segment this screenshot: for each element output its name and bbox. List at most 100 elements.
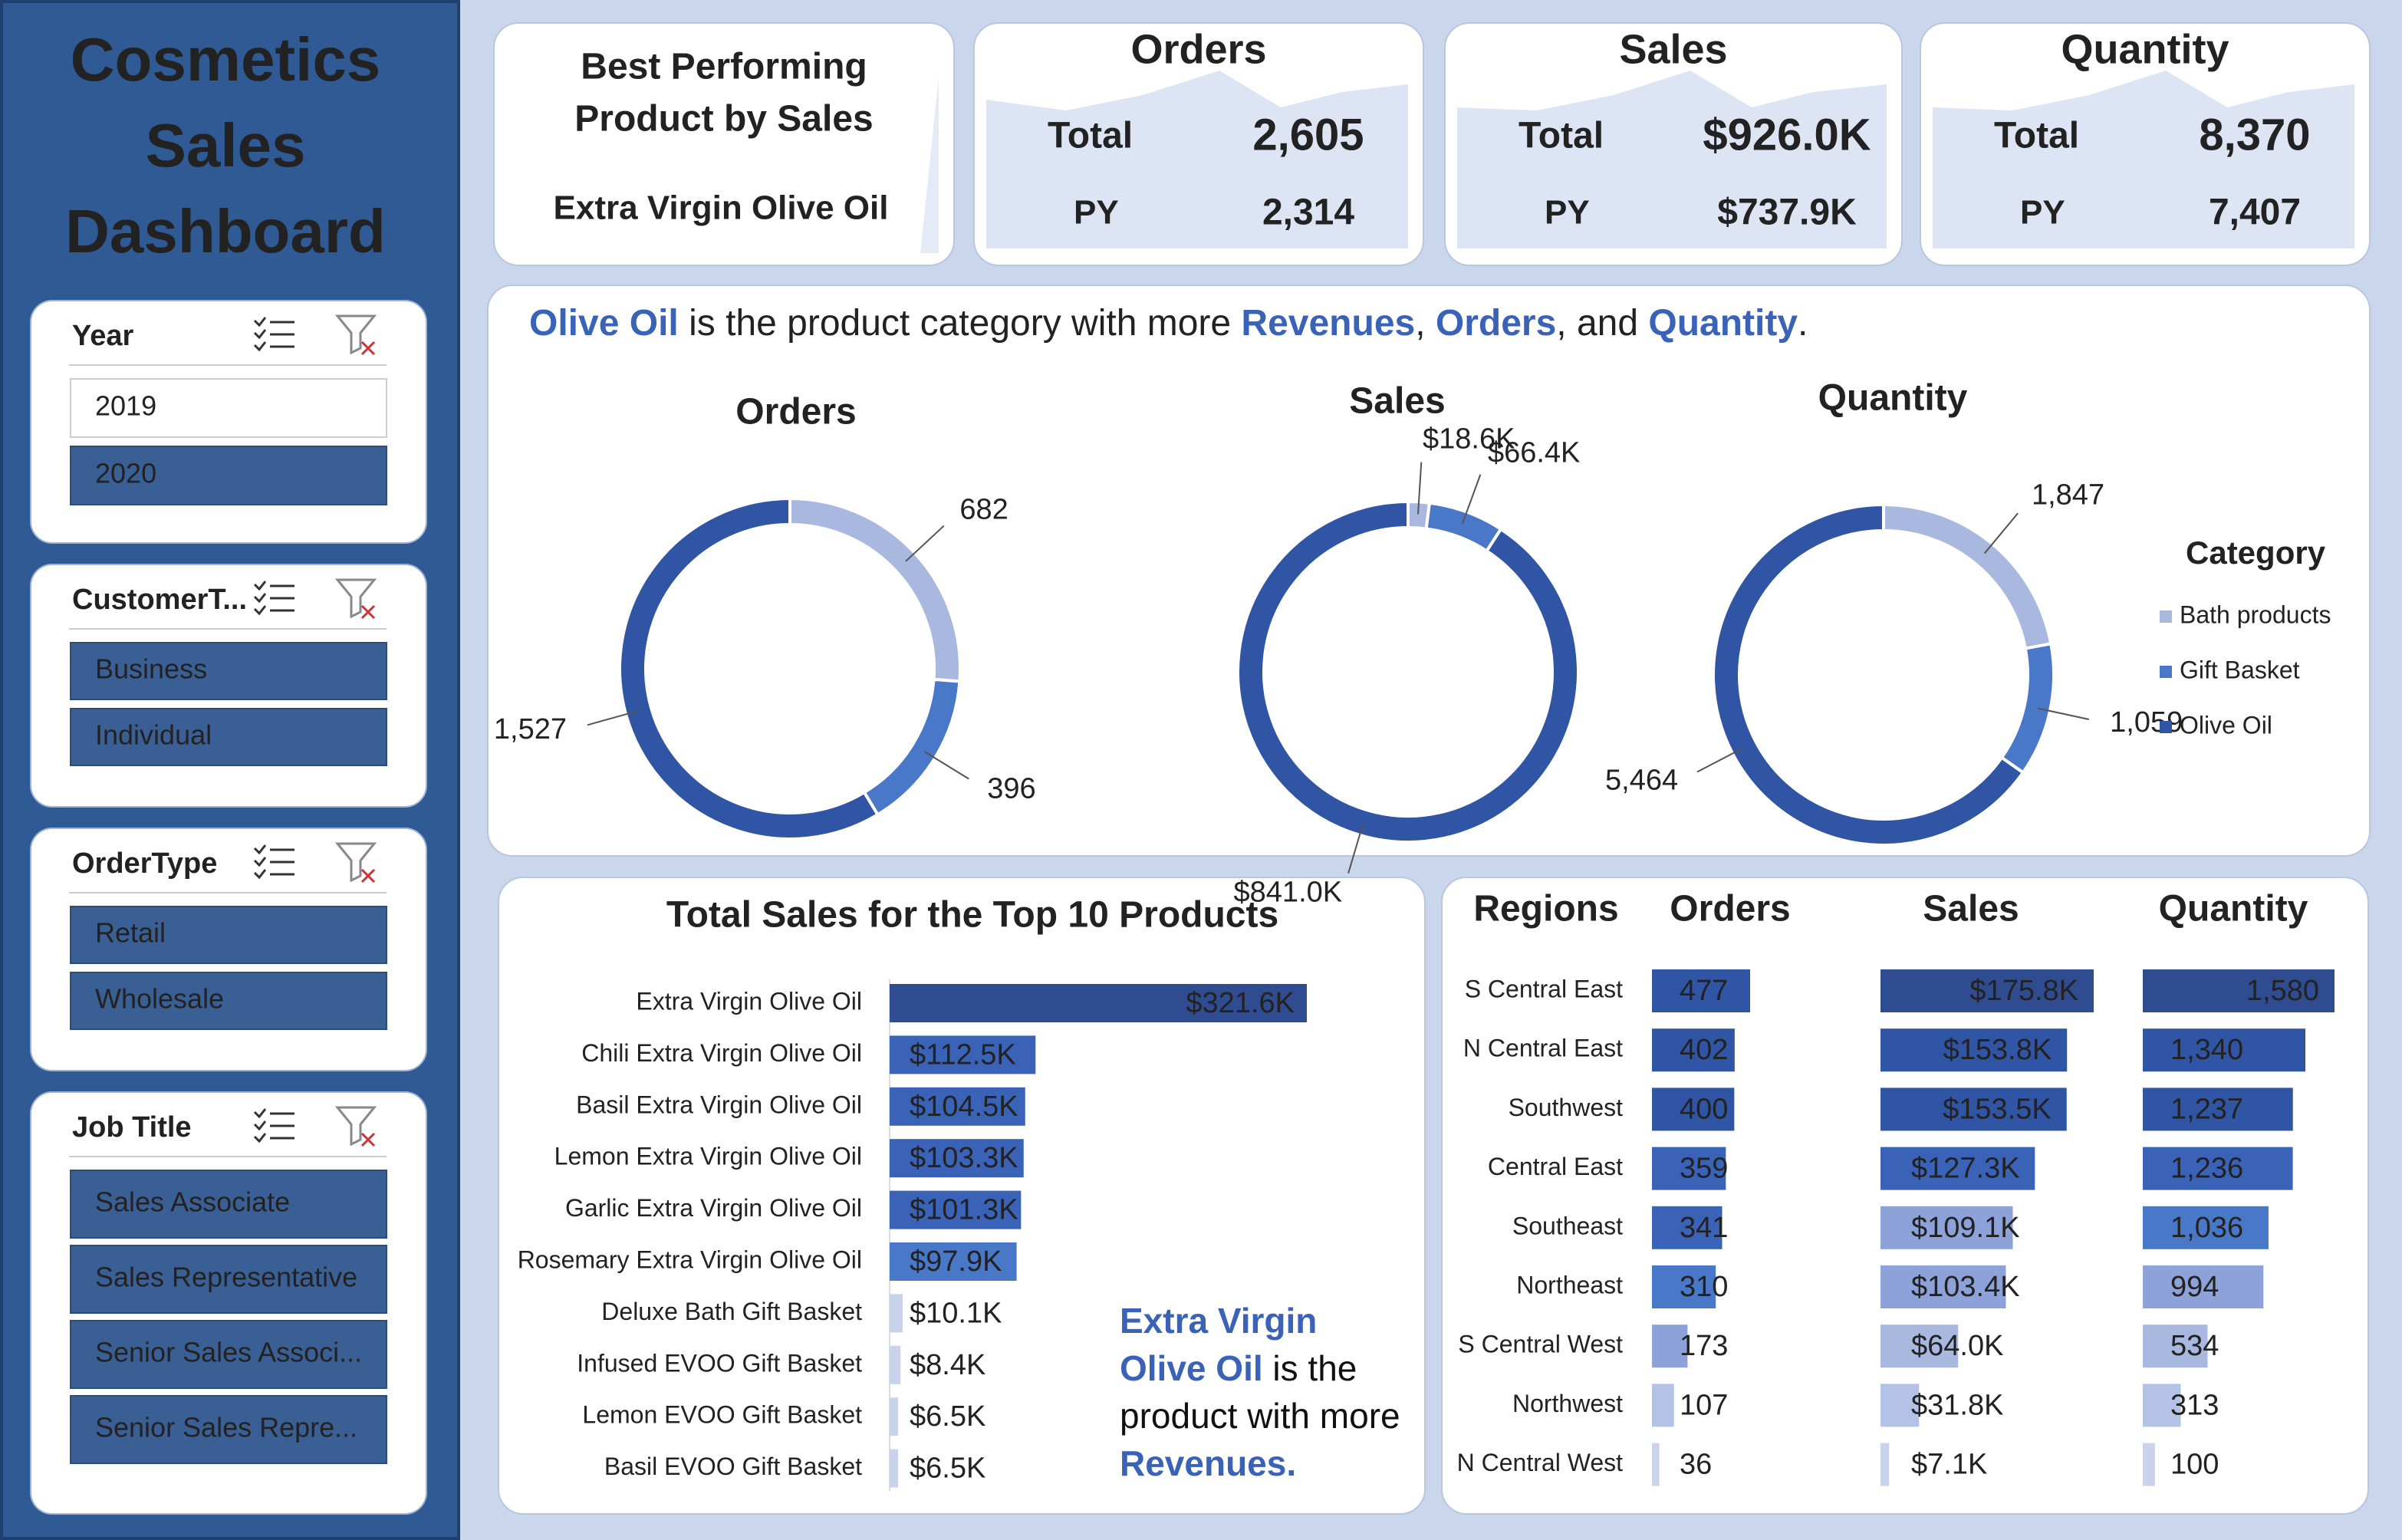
column-header: Quantity [2159,889,2308,930]
data-label: 477 [1680,975,1728,1007]
data-label: 310 [1680,1271,1728,1303]
data-label: $97.9K [910,1245,1002,1278]
bar [1652,969,1750,1012]
bar [890,984,1307,1022]
bar [1880,1147,2035,1190]
bar [1880,1206,2013,1249]
data-label: $31.8K [1911,1389,2003,1421]
bar [1880,1028,2068,1072]
slicer-item[interactable] [70,1170,387,1239]
slicer-item[interactable] [70,1245,387,1314]
slicer-item-label: Sales Associate [95,1186,290,1218]
data-label: $153.5K [1943,1093,2052,1125]
slicer-item[interactable] [70,972,387,1030]
icon-check [253,857,267,867]
slicer-item-label: Retail [95,917,166,949]
bar [1880,1324,1959,1368]
bar [2143,1147,2293,1190]
bar [2143,1206,2269,1249]
leader-line [587,710,638,726]
bar [1652,1384,1674,1427]
category-label: Chili Extra Virgin Olive Oil [581,1039,862,1067]
legend-swatch [2160,610,2172,623]
slicer-item[interactable] [70,906,387,964]
sparkline [986,71,1408,248]
annotation-part: is the product with more [1120,1348,1400,1436]
headline-part: Orders [1436,303,1556,344]
leader-line [1983,512,2019,554]
data-label: 1,036 [2170,1212,2243,1244]
category-label: Infused EVOO Gift Basket [577,1349,862,1377]
filter-icon[interactable] [334,842,377,883]
kpi-total: 2,605 [1252,110,1364,160]
kpi-label: Total [1048,116,1133,156]
slicer-item[interactable] [70,1320,387,1389]
kpi-label: PY [1545,194,1590,232]
headline-part: is the product category with more [679,303,1242,344]
icon-check [253,581,267,591]
headline-part: Quantity [1648,303,1798,344]
data-label: 359 [1680,1153,1728,1185]
data-label: 396 [987,772,1035,805]
category-label: Central East [1488,1153,1623,1180]
category-label: S Central East [1465,975,1623,1002]
bar [2143,969,2335,1012]
kpi-label: PY [2020,194,2065,232]
donut-slice [618,496,880,841]
bar [1880,1265,2006,1308]
data-label: 107 [1680,1389,1728,1421]
kpi-title: Orders [1130,26,1266,72]
headline-part: Olive Oil [529,303,679,344]
icon-check [253,605,267,616]
slicer-title: OrderType [72,847,217,880]
dashboard-title: Dashboard [65,197,386,265]
filter-icon[interactable] [334,578,377,619]
slicer-item[interactable] [70,446,387,505]
data-label: 313 [2170,1389,2219,1421]
data-label: $321.6K [1186,987,1295,1019]
kpi-total: 8,370 [2199,110,2310,160]
bar [1880,1088,2067,1131]
filter-icon[interactable] [334,314,377,355]
icon-check [253,341,267,352]
filter-icon[interactable] [334,1106,377,1147]
icon-check [253,1133,267,1143]
sparkline [1457,71,1887,248]
data-label: $7.1K [1911,1449,1987,1481]
category-label: Rosemary Extra Virgin Olive Oil [518,1245,862,1273]
data-label: $6.5K [910,1400,985,1433]
data-label: $841.0K [1234,877,1343,909]
bar [1880,1384,1920,1427]
bar [890,1035,1036,1074]
legend-label: Gift Basket [2180,656,2300,683]
data-label: 682 [959,494,1008,526]
data-label: 1,847 [2032,479,2104,512]
annotation-box: Extra Virgin Olive Oil is the product wi… [1120,1301,1400,1483]
icon-check [253,1108,267,1119]
data-label: 1,236 [2170,1153,2243,1185]
slicer-item-label: 2019 [95,390,156,422]
data-label: $101.3K [910,1194,1018,1226]
kpi-py: 7,407 [2209,192,2301,233]
slicer-item[interactable] [70,1395,387,1464]
legend-swatch [2160,666,2172,678]
slicer-item[interactable] [70,642,387,700]
card-value: Extra Virgin Olive Oil [554,189,889,227]
bar [2143,1028,2306,1072]
slicer-item[interactable] [70,378,387,438]
clear-mark [360,1132,376,1147]
icon-check [253,329,267,340]
slicer-item-label: Sales Representative [95,1262,357,1293]
data-label: 341 [1680,1212,1728,1244]
data-label: 534 [2170,1330,2219,1362]
data-label: $175.8K [1969,975,2078,1007]
data-label: $8.4K [910,1349,985,1381]
leader-line [923,751,969,780]
bar [2143,1088,2293,1131]
legend-title: Category [2186,535,2326,571]
slicer-item[interactable] [70,708,387,766]
category-label: Northeast [1516,1271,1623,1298]
chart-title: Orders [735,392,856,433]
category-label: Southwest [1509,1094,1624,1121]
